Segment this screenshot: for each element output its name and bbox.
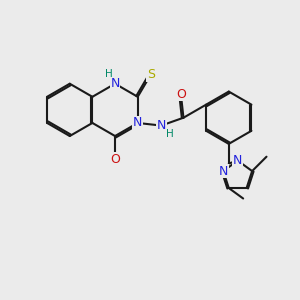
Text: O: O bbox=[110, 152, 120, 166]
Text: N: N bbox=[157, 119, 166, 132]
Text: N: N bbox=[233, 154, 242, 167]
Text: N: N bbox=[219, 165, 228, 178]
Text: N: N bbox=[133, 116, 142, 130]
Text: H: H bbox=[105, 69, 112, 79]
Text: N: N bbox=[110, 77, 120, 90]
Text: H: H bbox=[166, 130, 174, 140]
Text: S: S bbox=[147, 68, 155, 81]
Text: O: O bbox=[176, 88, 186, 101]
